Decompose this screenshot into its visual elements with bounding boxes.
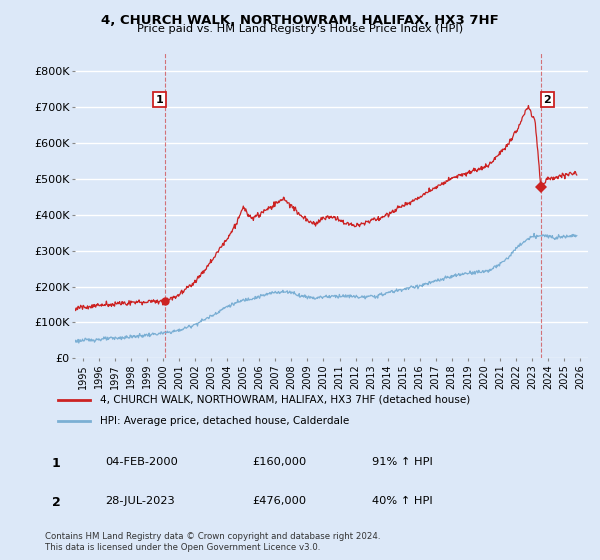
Text: Contains HM Land Registry data © Crown copyright and database right 2024.
This d: Contains HM Land Registry data © Crown c… <box>45 532 380 552</box>
Text: 2: 2 <box>52 496 61 509</box>
Text: HPI: Average price, detached house, Calderdale: HPI: Average price, detached house, Cald… <box>100 416 349 426</box>
Text: 4, CHURCH WALK, NORTHOWRAM, HALIFAX, HX3 7HF: 4, CHURCH WALK, NORTHOWRAM, HALIFAX, HX3… <box>101 14 499 27</box>
Text: Price paid vs. HM Land Registry's House Price Index (HPI): Price paid vs. HM Land Registry's House … <box>137 24 463 34</box>
Text: 40% ↑ HPI: 40% ↑ HPI <box>372 496 433 506</box>
Text: 91% ↑ HPI: 91% ↑ HPI <box>372 457 433 467</box>
Text: 4, CHURCH WALK, NORTHOWRAM, HALIFAX, HX3 7HF (detached house): 4, CHURCH WALK, NORTHOWRAM, HALIFAX, HX3… <box>100 395 470 405</box>
Text: £476,000: £476,000 <box>252 496 306 506</box>
Text: £160,000: £160,000 <box>252 457 306 467</box>
Text: 28-JUL-2023: 28-JUL-2023 <box>105 496 175 506</box>
Text: 2: 2 <box>544 95 551 105</box>
Text: 04-FEB-2000: 04-FEB-2000 <box>105 457 178 467</box>
Text: 1: 1 <box>156 95 164 105</box>
Text: 1: 1 <box>52 456 61 470</box>
